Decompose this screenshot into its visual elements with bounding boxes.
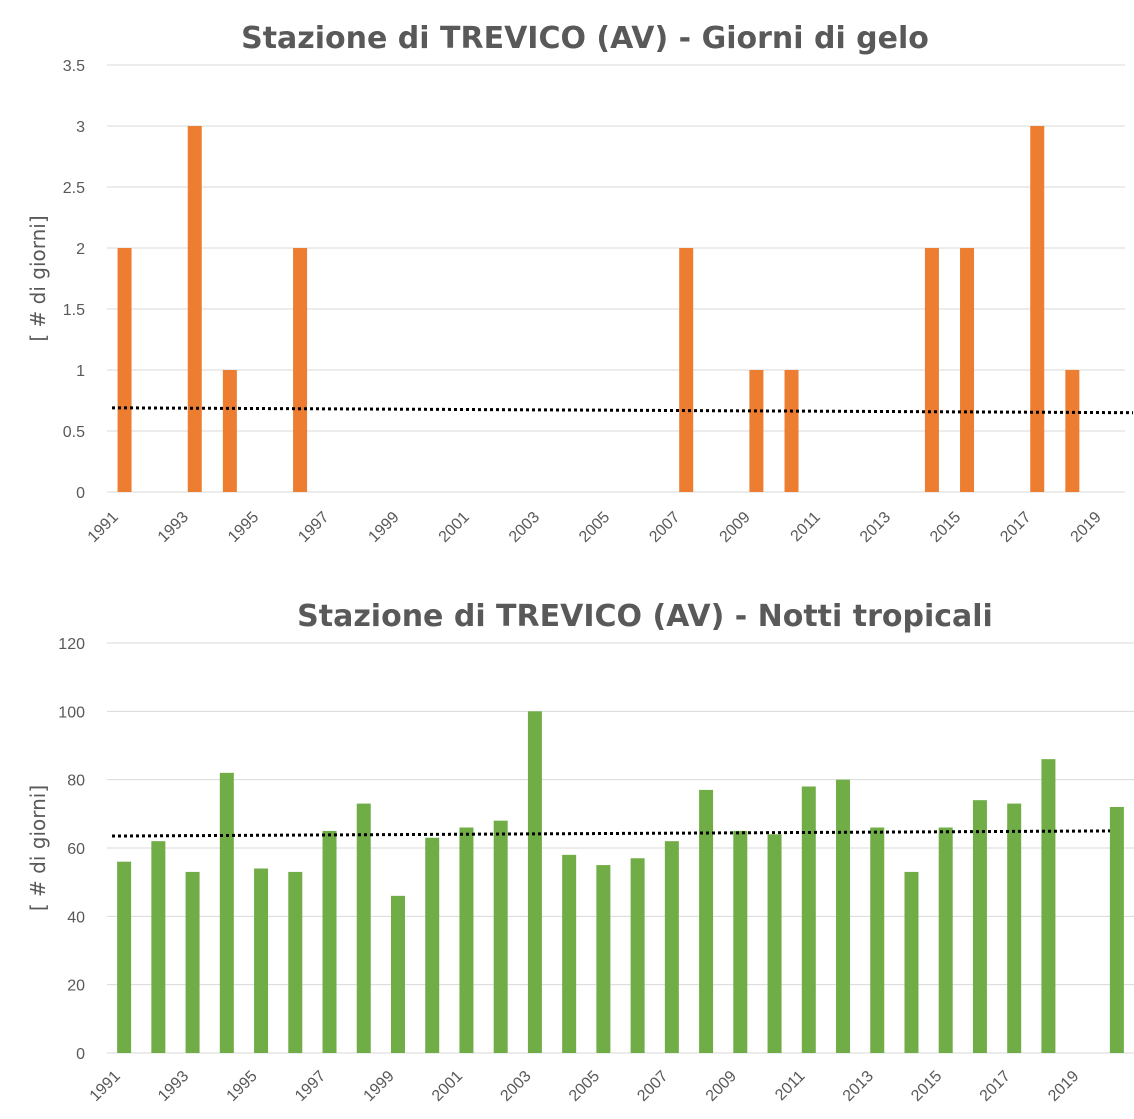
bar-2014 <box>924 248 939 492</box>
y-tick-label: 0.5 <box>63 424 85 441</box>
bar-1998 <box>356 803 371 1053</box>
bar-2018 <box>1041 759 1056 1053</box>
y-tick-label: 2 <box>76 241 85 258</box>
x-tick-label: 2011 <box>772 1068 808 1104</box>
x-tick-label: 2013 <box>840 1068 877 1105</box>
x-tick-label: 2007 <box>634 1068 671 1105</box>
x-tick-label: 2007 <box>646 509 683 546</box>
x-tick-label: 2017 <box>977 1068 1014 1105</box>
bar-1991 <box>117 861 132 1053</box>
bar-2017 <box>1030 126 1045 492</box>
bar-2007 <box>679 248 694 492</box>
bar-2017 <box>1007 803 1022 1053</box>
trendline <box>111 406 1134 415</box>
x-tick-label: 2005 <box>576 509 613 546</box>
bar-2005 <box>596 865 611 1053</box>
bar-2008 <box>699 789 714 1053</box>
x-tick-label: 1999 <box>365 509 402 546</box>
bar-1997 <box>322 830 337 1053</box>
x-tick-label: 2003 <box>506 509 543 546</box>
x-tick-label: 2013 <box>857 509 894 546</box>
y-tick-label: 1.5 <box>63 302 85 319</box>
bar-2013 <box>870 827 885 1053</box>
x-tick-label: 2001 <box>429 1068 466 1105</box>
bar-1991 <box>117 248 132 492</box>
bar-1995 <box>254 868 269 1053</box>
bar-2006 <box>630 858 645 1053</box>
bar-1996 <box>293 248 308 492</box>
x-tick-label: 2015 <box>908 1068 945 1105</box>
x-tick-label: 2009 <box>703 1068 740 1105</box>
bar-2014 <box>904 871 919 1053</box>
y-axis-label: [ # di giorni] <box>26 785 50 911</box>
x-tick-label: 2011 <box>788 509 824 545</box>
y-tick-label: 1 <box>76 363 85 380</box>
bar-1999 <box>390 895 405 1053</box>
bar-2011 <box>801 786 816 1053</box>
bar-2000 <box>425 837 440 1053</box>
bar-2001 <box>459 827 474 1053</box>
x-tick-label: 2015 <box>927 509 964 546</box>
chart-giorni-di-gelo: Stazione di TREVICO (AV) - Giorni di gel… <box>26 21 1134 546</box>
bar-1993 <box>185 871 200 1053</box>
y-tick-label: 2.5 <box>63 180 85 197</box>
x-tick-label: 1997 <box>295 509 332 546</box>
y-tick-label: 100 <box>58 704 85 721</box>
chart-title: Stazione di TREVICO (AV) - Giorni di gel… <box>241 21 929 56</box>
x-tick-label: 1997 <box>292 1068 329 1105</box>
bar-2004 <box>562 854 577 1053</box>
chart-giorni-di-gelo-svg: Stazione di TREVICO (AV) - Giorni di gel… <box>26 21 1134 546</box>
trendline <box>111 829 1111 838</box>
x-tick-label: 2003 <box>497 1068 534 1105</box>
bar-1994 <box>219 772 234 1053</box>
x-tick-label: 2019 <box>1045 1068 1082 1105</box>
x-tick-label: 2001 <box>436 509 473 546</box>
chart-notti-tropicali-svg: Stazione di TREVICO (AV) - Notti tropica… <box>26 599 1134 1105</box>
bar-1996 <box>288 871 303 1053</box>
bar-2010 <box>767 834 782 1053</box>
bar-1992 <box>151 841 166 1053</box>
x-tick-label: 1993 <box>155 509 192 546</box>
y-tick-label: 40 <box>67 909 85 926</box>
bar-2003 <box>527 711 542 1053</box>
x-tick-label: 2019 <box>1068 509 1105 546</box>
bar-2015 <box>938 827 953 1053</box>
bar-2002 <box>493 820 508 1053</box>
bar-1994 <box>222 370 237 492</box>
bar-2020 <box>1109 807 1124 1053</box>
bar-2010 <box>784 370 799 492</box>
y-axis-label: [ # di giorni] <box>26 215 50 341</box>
bar-2012 <box>836 779 851 1053</box>
y-tick-label: 3 <box>76 119 85 136</box>
y-tick-label: 0 <box>76 485 85 502</box>
x-tick-label: 1995 <box>224 1068 261 1105</box>
x-tick-label: 1993 <box>155 1068 192 1105</box>
x-tick-label: 1991 <box>85 509 122 546</box>
x-tick-label: 2005 <box>566 1068 603 1105</box>
bar-2018 <box>1065 370 1080 492</box>
y-tick-label: 20 <box>67 978 85 995</box>
bar-2015 <box>960 248 975 492</box>
x-tick-label: 2017 <box>997 509 1034 546</box>
x-tick-label: 2009 <box>717 509 754 546</box>
bar-1993 <box>187 126 202 492</box>
y-tick-label: 3.5 <box>63 58 85 75</box>
chart-title: Stazione di TREVICO (AV) - Notti tropica… <box>297 599 993 634</box>
bar-2016 <box>972 800 987 1053</box>
chart-notti-tropicali: Stazione di TREVICO (AV) - Notti tropica… <box>0 565 1134 1119</box>
y-tick-label: 60 <box>67 841 85 858</box>
bar-2009 <box>749 370 764 492</box>
y-tick-label: 0 <box>76 1046 85 1063</box>
y-tick-label: 120 <box>58 636 85 653</box>
x-tick-label: 1999 <box>361 1068 398 1105</box>
bar-2007 <box>664 841 679 1053</box>
y-tick-label: 80 <box>67 773 85 790</box>
bar-2009 <box>733 830 748 1053</box>
x-tick-label: 1995 <box>225 509 262 546</box>
x-tick-label: 1991 <box>87 1068 124 1105</box>
